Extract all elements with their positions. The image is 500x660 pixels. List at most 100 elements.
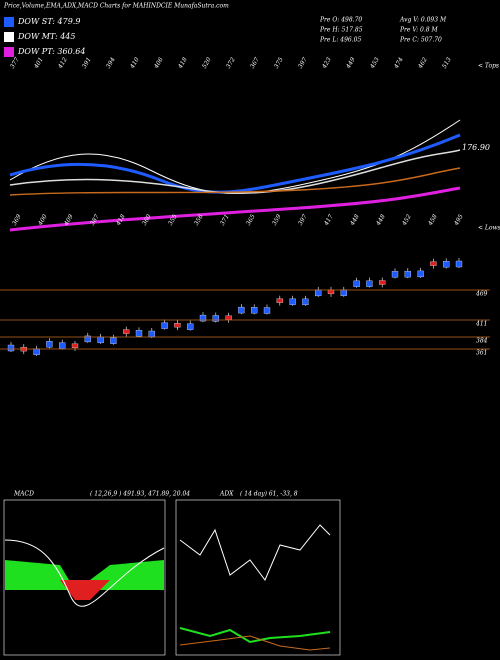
candle — [59, 342, 66, 349]
top-label: 397 — [297, 56, 309, 70]
lows-label: < Lows — [478, 225, 500, 232]
candle — [430, 261, 437, 266]
candle — [289, 298, 296, 305]
adx-label: ADX — [219, 491, 234, 498]
price-line — [9, 119, 461, 194]
adx-plus — [179, 524, 331, 581]
candle — [366, 280, 373, 287]
candle — [123, 329, 130, 334]
macd-hist — [5, 560, 164, 590]
level-label: 361 — [476, 350, 487, 357]
low-label: 387 — [89, 213, 101, 227]
low-label: 359 — [271, 213, 283, 227]
top-label: 410 — [128, 56, 140, 70]
low-label: 369 — [11, 213, 23, 227]
info: Pre C: 507.70 — [399, 37, 442, 44]
level-label: 384 — [476, 338, 488, 345]
low-label: 356 — [193, 213, 205, 227]
legend-label: DOW MT: 445 — [17, 32, 76, 41]
candle — [327, 289, 335, 295]
candle — [148, 330, 155, 338]
low-label: 495 — [452, 213, 464, 227]
level-label: 469 — [475, 291, 488, 298]
top-label: 394 — [105, 56, 117, 70]
candle — [46, 341, 53, 348]
low-label: 448 — [374, 213, 386, 227]
ema-pt — [9, 186, 461, 232]
adx-line — [179, 627, 331, 644]
legend-swatch — [4, 17, 14, 27]
low-label: 452 — [400, 213, 412, 227]
ema-short — [9, 133, 461, 194]
top-label: 418 — [176, 56, 188, 70]
candle — [276, 298, 283, 303]
info: Pre O: 498.70 — [319, 17, 362, 24]
low-label: 417 — [322, 213, 334, 227]
candle — [84, 335, 91, 343]
candle — [33, 348, 40, 355]
top-label: 474 — [392, 56, 404, 70]
low-label: 365 — [245, 213, 257, 227]
macd-values: ( 12,26,9 ) 491.93, 471.89, 20.04 — [90, 491, 190, 498]
top-label: 372 — [225, 56, 237, 70]
top-label: 375 — [273, 56, 285, 70]
last-value: 176.90 — [462, 143, 490, 152]
top-label: 412 — [56, 56, 68, 70]
candle — [238, 306, 245, 314]
top-label: 406 — [152, 56, 164, 70]
low-label: 397 — [297, 213, 309, 227]
top-label: 367 — [249, 56, 261, 70]
candle — [110, 337, 117, 344]
top-label: 423 — [320, 56, 332, 70]
title: Price,Volume,EMA,ADX,MACD Charts for MAH… — [3, 3, 229, 10]
candle — [455, 260, 463, 268]
adx-panel — [175, 499, 341, 656]
legend-label: DOW ST: 479.9 — [17, 17, 80, 26]
candle — [97, 336, 104, 344]
adx-minus — [179, 635, 331, 651]
candle — [71, 343, 79, 348]
top-label: 391 — [81, 56, 93, 69]
info: Pre L: 496.05 — [319, 37, 361, 44]
candle — [417, 270, 424, 278]
level-label: 411 — [475, 321, 487, 328]
low-label: 371 — [219, 213, 231, 226]
candle — [443, 261, 450, 268]
candle — [161, 322, 168, 329]
candle — [212, 315, 219, 322]
info: Pre V: 0.8 M — [399, 27, 438, 34]
tops-label: < Tops — [478, 63, 499, 70]
top-label: 462 — [416, 56, 428, 70]
candle — [340, 289, 347, 296]
candle — [187, 323, 194, 330]
candle — [302, 298, 309, 306]
macd-line — [4, 539, 165, 607]
candles — [7, 258, 463, 356]
candle — [379, 280, 386, 285]
ema-mid — [9, 149, 461, 194]
top-label: 453 — [368, 56, 380, 70]
low-label: 458 — [426, 213, 438, 227]
low-label: 355 — [167, 213, 179, 227]
top-label: 449 — [344, 56, 356, 70]
candle — [174, 323, 181, 328]
ema-long — [9, 167, 461, 196]
low-label: 448 — [348, 213, 360, 227]
candle — [7, 344, 15, 352]
candle — [225, 315, 232, 320]
low-label: 360 — [141, 213, 153, 227]
candle — [315, 289, 322, 297]
candle — [404, 270, 411, 278]
info: Pre H: 517.85 — [319, 27, 363, 34]
macd-hist-neg — [60, 580, 110, 600]
adx-values: ( 14 day) 61, -33, 8 — [240, 491, 298, 498]
candle — [199, 314, 207, 322]
macd-label: MACD — [13, 491, 34, 498]
top-label: 401 — [32, 56, 44, 70]
info: Avg V: 0.093 M — [399, 17, 447, 24]
candle — [135, 330, 143, 337]
candle — [353, 280, 360, 287]
candle — [391, 271, 399, 278]
